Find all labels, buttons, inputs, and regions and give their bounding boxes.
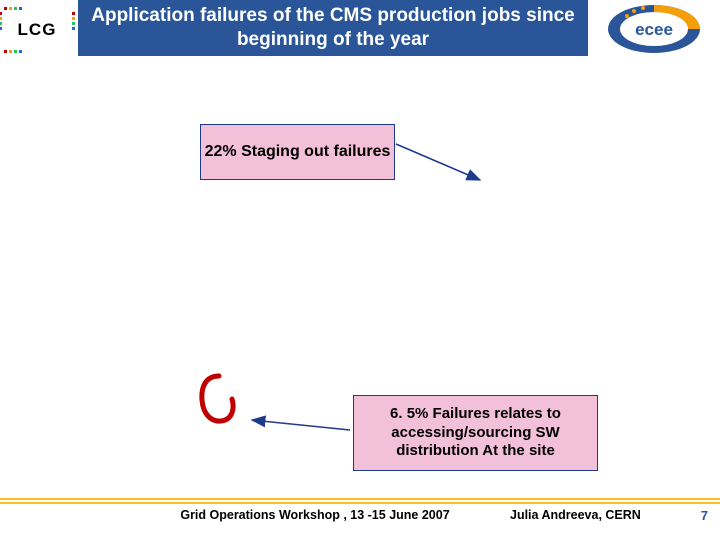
footer-page-number: 7 xyxy=(701,508,708,523)
footer: Grid Operations Workshop , 13 -15 June 2… xyxy=(0,498,720,540)
footer-author: Julia Andreeva, CERN xyxy=(510,508,720,522)
lcg-logo-text: LCG xyxy=(12,20,63,40)
callout-sw-distribution: 6. 5% Failures relates to accessing/sour… xyxy=(353,395,598,471)
footer-workshop: Grid Operations Workshop , 13 -15 June 2… xyxy=(0,508,510,522)
callout-sw-distribution-text: 6. 5% Failures relates to accessing/sour… xyxy=(354,405,597,461)
